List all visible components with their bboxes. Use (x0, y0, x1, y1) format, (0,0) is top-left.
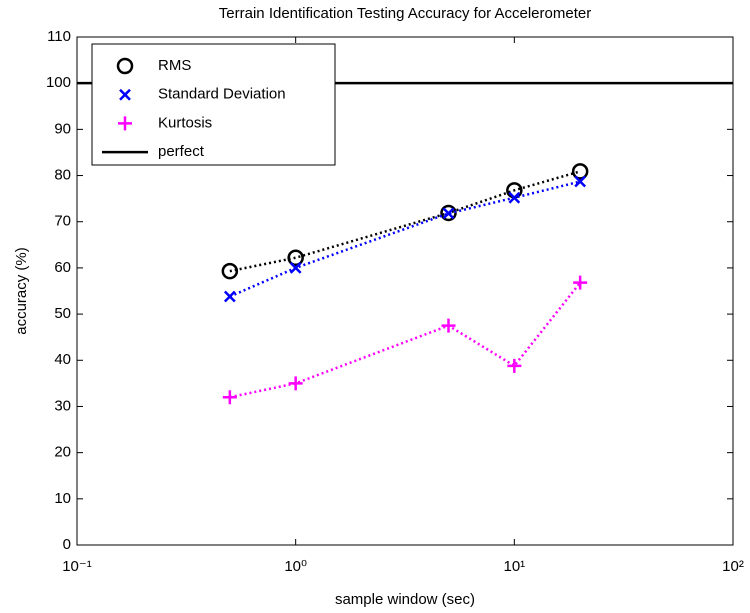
marker (289, 262, 302, 274)
x-tick-label: 10⁰ (284, 558, 307, 575)
marker (221, 262, 239, 280)
x-tick-label: 10¹ (503, 558, 525, 575)
y-tick-label: 10 (54, 490, 71, 507)
y-tick-label: 20 (54, 444, 71, 461)
marker (223, 290, 236, 303)
legend-label: Kurtosis (158, 114, 212, 131)
y-tick-label: 30 (54, 397, 71, 414)
legend-marker (116, 57, 134, 75)
marker (442, 207, 455, 220)
marker (508, 191, 521, 204)
y-tick-label: 110 (47, 28, 71, 45)
legend-label: perfect (158, 143, 205, 160)
x-tick-label: 10⁻¹ (62, 558, 92, 575)
y-axis-label: accuracy (%) (13, 247, 30, 335)
legend-label: RMS (158, 57, 191, 74)
marker (574, 175, 587, 188)
y-tick-label: 80 (54, 167, 71, 184)
y-tick-label: 0 (63, 536, 71, 553)
legend: RMS Standard Deviation Kurtosis perfect (91, 43, 336, 166)
legend-marker (118, 116, 132, 131)
marker (507, 358, 522, 373)
marker (288, 376, 303, 391)
y-tick-label: 90 (54, 120, 71, 137)
x-axis-label: sample window (sec) (335, 591, 475, 608)
y-tick-label: 100 (46, 74, 71, 91)
plot-frame (76, 36, 734, 546)
marker (571, 163, 589, 180)
legend-marker (119, 88, 131, 101)
marker (573, 275, 588, 290)
marker (222, 390, 237, 405)
y-tick-label: 50 (54, 305, 71, 322)
legend-box (91, 43, 336, 166)
chart-title: Terrain Identification Testing Accuracy … (219, 5, 591, 22)
marker (441, 318, 456, 333)
marker (287, 249, 304, 266)
y-tick-label: 40 (54, 351, 71, 368)
y-tick-label: 60 (54, 259, 71, 276)
y-tick-label: 70 (54, 213, 71, 230)
x-tick-label: 10² (722, 558, 744, 575)
legend-label: Standard Deviation (158, 86, 286, 103)
